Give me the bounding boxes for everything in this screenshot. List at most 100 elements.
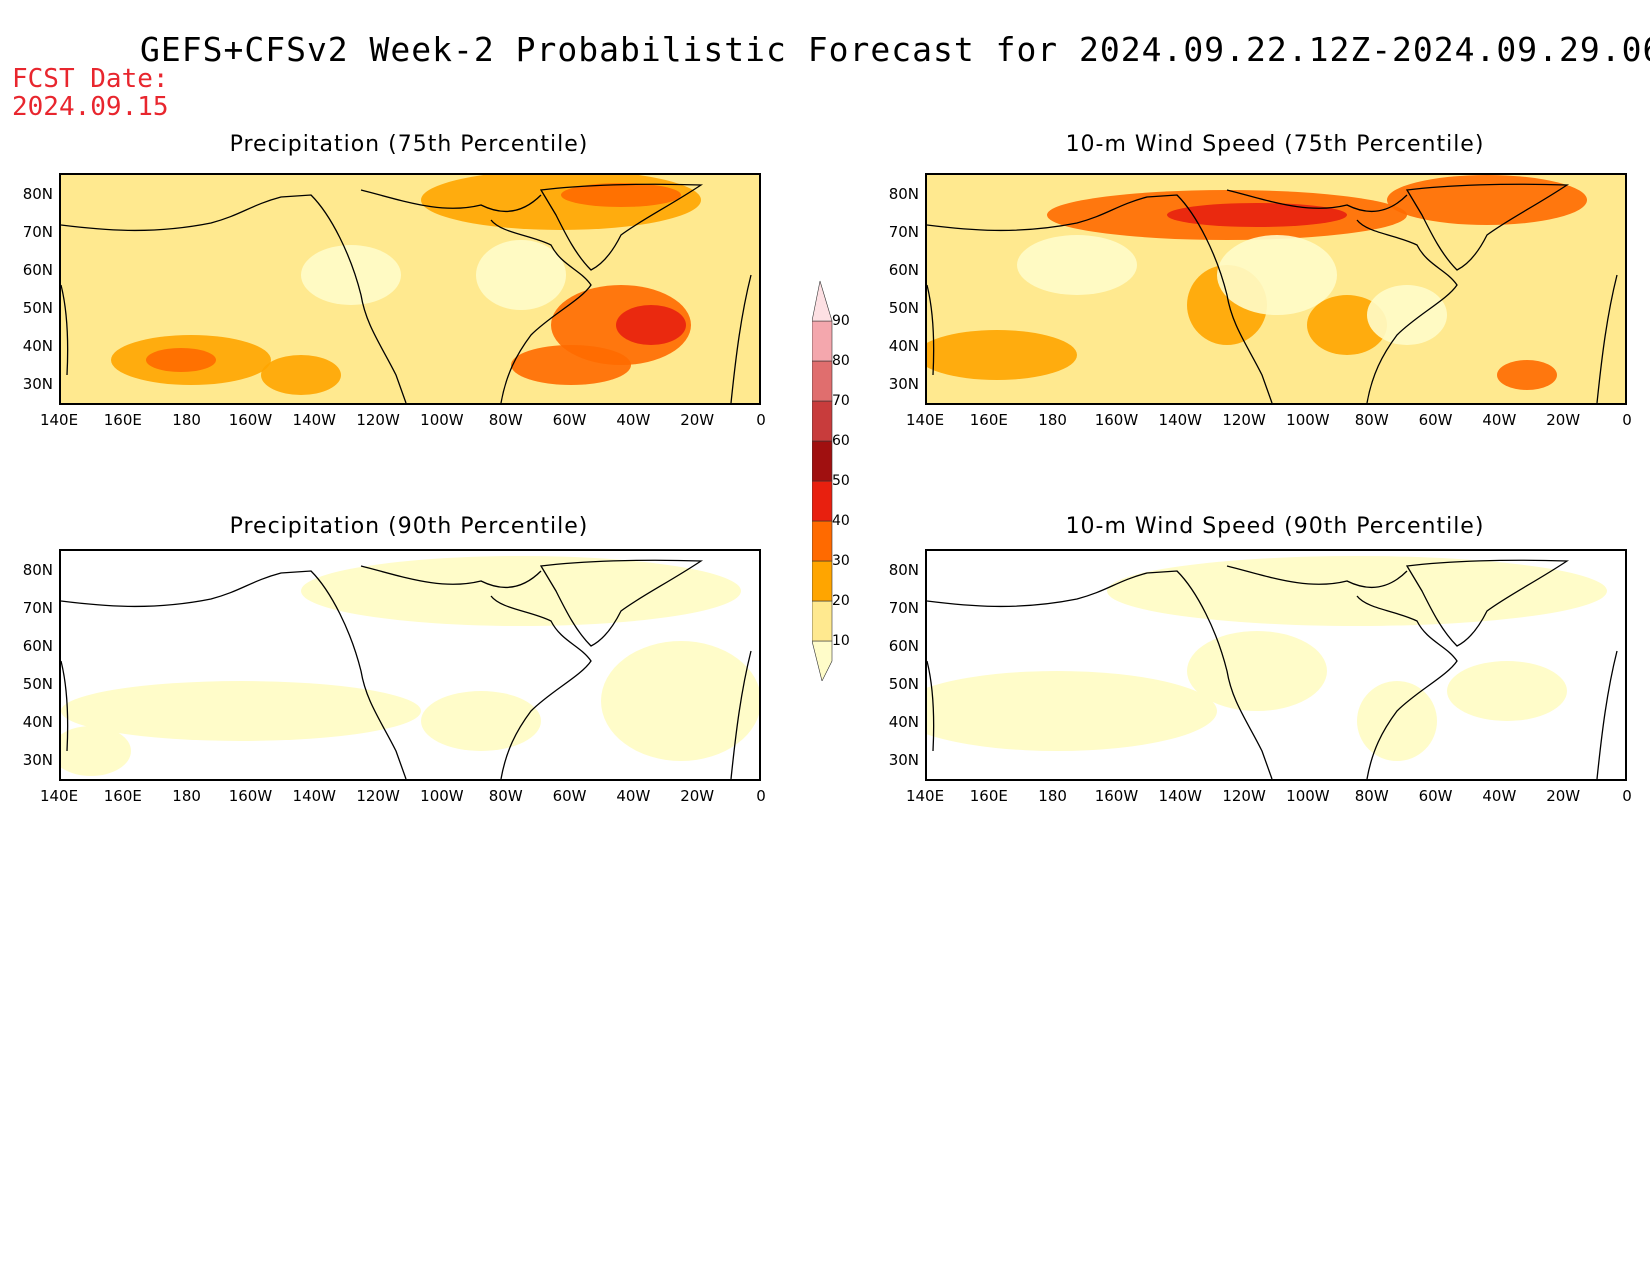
greenland-coastline <box>1405 559 1570 647</box>
lon-label: 80W <box>488 411 523 429</box>
lon-label: 120W <box>356 787 400 805</box>
lon-label: 20W <box>680 411 715 429</box>
lon-label: 160W <box>1094 787 1139 805</box>
lon-label: 80W <box>1354 411 1389 429</box>
lon-label: 120W <box>1222 411 1266 429</box>
lat-label: 40N <box>22 337 53 355</box>
lon-label: 140W <box>1158 787 1202 805</box>
colorbar-segment <box>812 560 833 602</box>
lon-label: 40W <box>616 787 651 805</box>
lon-label: 0 <box>1622 411 1632 429</box>
map-precip-75 <box>59 173 761 405</box>
probability-region <box>61 681 421 741</box>
arctic-islands-coastline <box>1226 565 1408 588</box>
lon-label: 20W <box>680 787 715 805</box>
probability-region <box>301 556 741 626</box>
asia-coastline <box>927 284 935 376</box>
colorbar-level-label: 30 <box>832 553 850 569</box>
lon-label: 140W <box>292 411 336 429</box>
lon-label: 100W <box>420 787 464 805</box>
lon-label: 60W <box>552 411 587 429</box>
probability-region <box>1447 661 1567 721</box>
panel-title-wind-75: 10-m Wind Speed (75th Percentile) <box>1065 132 1485 157</box>
coastline <box>490 595 592 779</box>
colorbar-segment <box>812 400 833 442</box>
coastline <box>61 570 407 779</box>
probability-region <box>1217 235 1337 315</box>
probability-region <box>616 305 686 345</box>
lon-label: 140W <box>1158 411 1202 429</box>
lon-label: 180 <box>1038 411 1067 429</box>
colorbar-level-label: 90 <box>832 313 850 329</box>
lat-label: 50N <box>22 299 53 317</box>
map-precip-90 <box>59 549 761 781</box>
lon-label: 80W <box>1354 787 1389 805</box>
lon-label: 140E <box>905 787 945 805</box>
coastline <box>61 194 407 403</box>
lon-label: 140E <box>39 787 79 805</box>
lat-label: 80N <box>22 561 53 579</box>
probability-region <box>1167 203 1347 227</box>
probability-region <box>601 641 759 761</box>
probability-region <box>476 240 566 310</box>
probability-region <box>1497 360 1557 390</box>
lat-label: 60N <box>22 261 53 279</box>
lon-label: 140W <box>292 787 336 805</box>
arctic-islands-coastline <box>360 565 542 588</box>
fcst-date: 2024.09.15 <box>12 92 169 122</box>
lat-label: 70N <box>888 223 919 241</box>
colorbar-level-label: 60 <box>832 433 850 449</box>
lon-label: 180 <box>172 787 201 805</box>
lon-label: 20W <box>1546 411 1581 429</box>
asia-coastline <box>61 660 69 752</box>
probability-region <box>511 345 631 385</box>
lon-label: 120W <box>1222 787 1266 805</box>
lon-label: 80W <box>488 787 523 805</box>
colorbar-segment <box>812 440 833 482</box>
lon-label: 160E <box>103 787 142 805</box>
probability-region <box>1017 235 1137 295</box>
lon-label: 0 <box>756 411 766 429</box>
probability-region <box>146 348 216 372</box>
lon-label: 160W <box>228 411 273 429</box>
probability-region <box>1187 631 1327 711</box>
colorbar-segment <box>812 600 833 642</box>
lon-label: 100W <box>1286 787 1330 805</box>
colorbar-level-label: 10 <box>832 633 850 649</box>
coastline <box>927 194 1273 403</box>
lat-label: 70N <box>888 599 919 617</box>
probability-region <box>1367 285 1447 345</box>
arctic-islands-coastline <box>1226 189 1408 212</box>
lon-label: 0 <box>756 787 766 805</box>
lon-label: 120W <box>356 411 400 429</box>
figure-title: GEFS+CFSv2 Week-2 Probabilistic Forecast… <box>140 30 1650 69</box>
colorbar-segment <box>812 360 833 402</box>
panel-title-wind-90: 10-m Wind Speed (90th Percentile) <box>1065 514 1485 539</box>
greenland-coastline <box>1405 183 1570 271</box>
lat-label: 40N <box>888 337 919 355</box>
lat-label: 60N <box>22 637 53 655</box>
coastline <box>927 570 1273 779</box>
lon-label: 60W <box>1418 787 1453 805</box>
lat-label: 30N <box>22 751 53 769</box>
lat-label: 30N <box>888 751 919 769</box>
lat-label: 60N <box>888 637 919 655</box>
colorbar-level-label: 50 <box>832 473 850 489</box>
probability-region <box>927 330 1077 380</box>
lat-label: 50N <box>888 675 919 693</box>
colorbar-level-label: 40 <box>832 513 850 529</box>
probability-region <box>301 245 401 305</box>
lon-label: 180 <box>1038 787 1067 805</box>
map-wind-75 <box>925 173 1627 405</box>
lat-label: 40N <box>22 713 53 731</box>
probability-region <box>261 355 341 395</box>
colorbar-segment <box>812 640 833 681</box>
europe-coastline <box>730 274 752 403</box>
lon-label: 20W <box>1546 787 1581 805</box>
probability-region <box>1107 556 1607 626</box>
lon-label: 100W <box>420 411 464 429</box>
colorbar-segment <box>812 480 833 522</box>
colorbar-segment <box>812 320 833 362</box>
probability-region <box>927 671 1217 751</box>
arctic-islands-coastline <box>360 189 542 212</box>
